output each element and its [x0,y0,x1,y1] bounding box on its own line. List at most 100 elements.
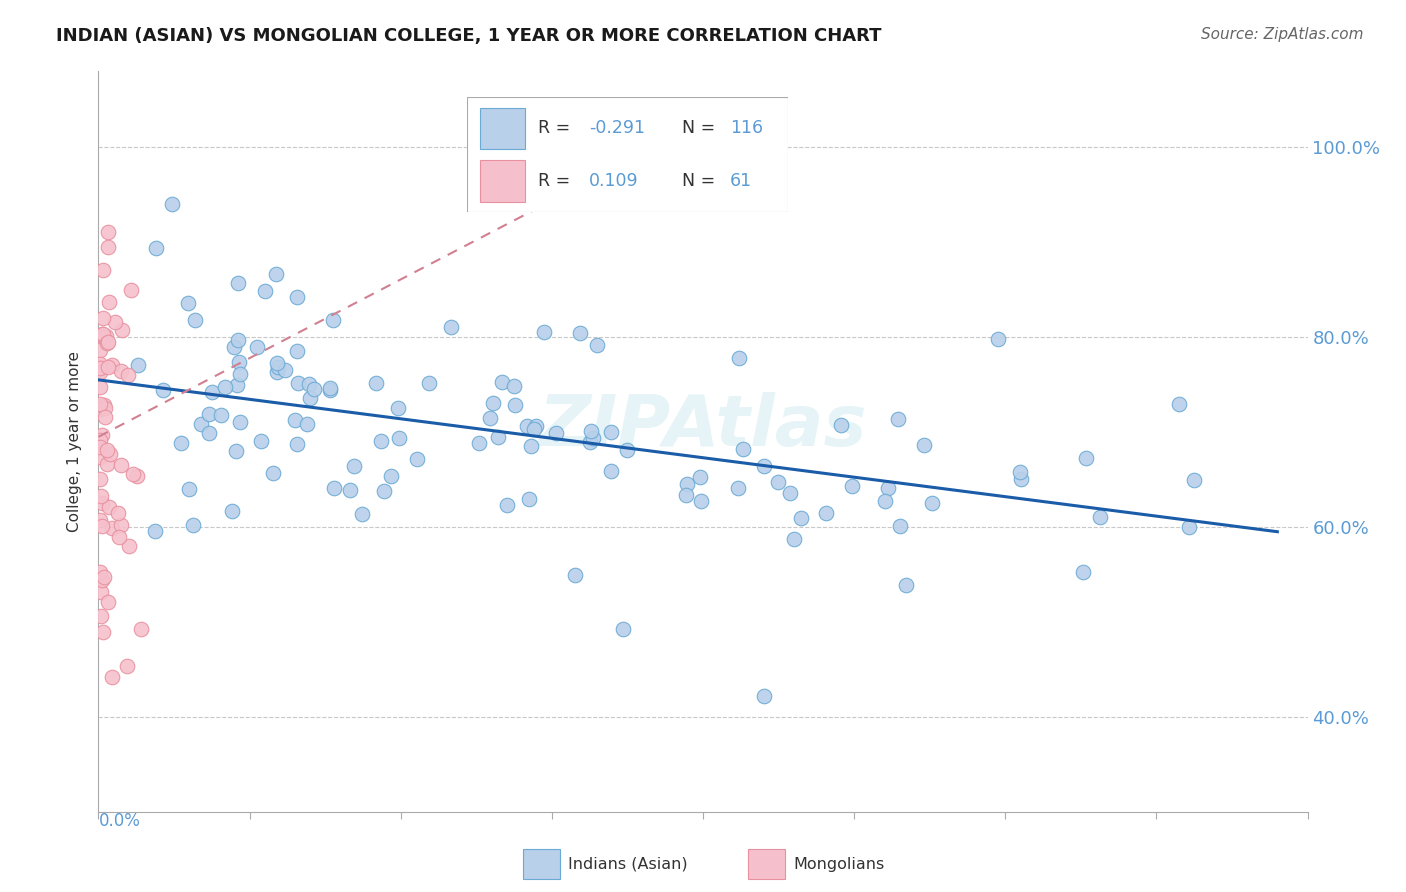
Point [752,458,775,473]
Text: Indians (Asian): Indians (Asian) [568,857,688,871]
Point [96,359,118,374]
Point [107,507,129,521]
Point [343,458,366,473]
Point [226,333,249,347]
Text: 0.0%: 0.0% [98,812,141,830]
Point [89,472,111,486]
Point [89,359,111,374]
Point [599,425,621,439]
Point [110,458,132,472]
Point [91,326,114,341]
Point [987,332,1010,346]
Text: ZIPAtlas: ZIPAtlas [538,392,868,461]
Point [221,504,243,518]
Point [222,340,245,354]
Point [481,396,503,410]
Point [246,340,269,354]
Point [101,670,124,684]
Point [1168,397,1191,411]
Point [266,356,288,370]
Point [96,458,118,472]
Point [319,381,342,395]
Text: Mongolians: Mongolians [793,857,884,871]
Point [520,439,543,453]
Point [727,481,749,495]
Point [814,506,837,520]
Point [97,594,120,608]
Point [90,608,112,623]
Point [689,469,711,483]
Point [299,391,322,405]
Point [104,315,127,329]
Point [388,431,411,445]
Point [145,241,167,255]
Point [370,434,392,449]
Point [117,368,139,382]
Point [177,296,200,310]
Point [125,469,148,483]
Point [201,385,224,400]
Point [96,442,118,457]
Point [675,476,697,491]
Point [91,625,114,640]
Point [896,578,918,592]
Point [96,336,118,351]
Point [287,376,309,390]
Point [94,410,117,425]
Point [564,567,586,582]
Point [889,518,911,533]
Point [302,383,325,397]
Point [274,363,297,377]
Point [264,267,287,281]
Point [1074,451,1097,466]
Point [89,397,111,411]
Point [295,417,318,431]
Point [97,240,120,254]
Point [90,584,112,599]
Point [478,411,501,425]
Point [350,508,373,522]
Point [841,479,863,493]
Point [89,513,111,527]
Point [1090,509,1112,524]
Point [89,434,111,448]
Point [253,285,276,299]
Point [89,565,111,579]
Point [728,351,751,366]
Point [418,376,440,390]
Bar [748,849,785,880]
Point [486,430,509,444]
Point [91,326,114,341]
Point [1178,520,1201,534]
Point [89,379,111,393]
Point [544,426,567,441]
Point [152,383,174,397]
Point [190,417,212,431]
Point [830,418,852,433]
Text: INDIAN (ASIAN) VS MONGOLIAN COLLEGE, 1 YEAR OR MORE CORRELATION CHART: INDIAN (ASIAN) VS MONGOLIAN COLLEGE, 1 Y… [56,27,882,45]
Point [585,337,607,351]
Point [285,290,308,304]
Point [496,498,519,512]
Point [491,375,513,389]
Point [120,283,142,297]
Point [97,225,120,239]
Point [91,496,114,510]
Point [503,379,526,393]
Point [122,467,145,481]
Point [110,517,132,532]
Point [298,376,321,391]
Point [779,486,801,500]
Point [322,482,344,496]
Point [262,467,284,481]
Point [406,451,429,466]
Point [198,426,221,441]
Point [581,424,603,438]
Point [91,311,114,326]
Point [339,483,361,498]
Point [209,408,232,422]
Point [600,464,623,478]
Point [89,357,111,371]
Point [387,401,409,416]
Point [226,378,249,392]
